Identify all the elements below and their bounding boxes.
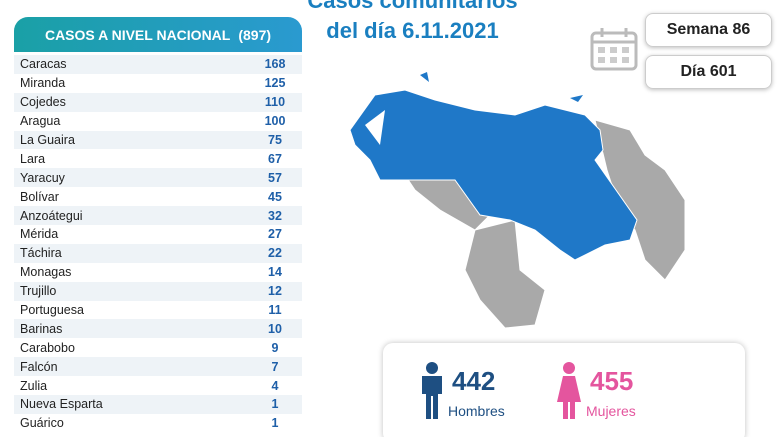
state-cases: 1	[271, 397, 279, 412]
state-cases: 12	[268, 284, 282, 299]
state-cases: 125	[264, 76, 286, 91]
state-name: Trujillo	[20, 284, 57, 299]
state-name: Táchira	[20, 246, 62, 261]
state-cases: 67	[268, 151, 282, 166]
week-box: Semana 86	[645, 13, 772, 47]
table-row: Cojedes 110	[14, 92, 302, 112]
state-name: Aragua	[20, 114, 61, 129]
title: Casos comunitarios	[307, 0, 518, 13]
state-name: Cojedes	[20, 95, 66, 110]
table: Caracas 168 Miranda 125 Cojedes 110 Aragua 100 L…	[14, 55, 302, 433]
state-name: Carabobo	[20, 340, 75, 355]
state-name: Guárico	[20, 416, 64, 431]
table-row: Mérida 27	[14, 225, 302, 244]
state-cases: 168	[264, 57, 286, 72]
state-cases: 57	[268, 170, 282, 185]
state-name: Zulia	[20, 378, 48, 393]
week: Semana 86	[666, 21, 751, 38]
state-name: Lara	[20, 151, 46, 166]
table-row: Trujillo 12	[14, 281, 302, 301]
table-row: Anzoátegui 32	[14, 206, 302, 226]
title: del día 6.11.2021	[326, 18, 499, 43]
state-cases: 45	[268, 189, 282, 204]
men-icon	[422, 362, 442, 419]
state-cases: 32	[268, 208, 282, 223]
table-row: Táchira 22	[14, 243, 302, 263]
women-label: Mujeres	[586, 403, 636, 419]
table-row: Nueva Esparta 1	[14, 395, 302, 414]
state-name: Miranda	[20, 76, 66, 91]
table-row: Guárico 1	[14, 414, 302, 433]
state-cases: 9	[271, 340, 279, 355]
state-cases: 11	[268, 303, 282, 318]
state-name: Barinas	[20, 321, 63, 336]
table-row: Barinas 10	[14, 319, 302, 339]
men-count: 442	[452, 366, 496, 396]
table-total: (897)	[238, 26, 272, 43]
table-header: CASOS A NIVEL NACIONAL (897)	[14, 17, 302, 52]
table-row: Caracas 168	[14, 55, 302, 74]
table-row: Falcón 7	[14, 357, 302, 377]
state-cases: 1	[271, 416, 279, 431]
table-row: Yaracuy 57	[14, 168, 302, 188]
men-label: Hombres	[448, 403, 505, 419]
table-title: CASOS A NIVEL NACIONAL	[44, 26, 231, 43]
table-row: Bolívar 45	[14, 187, 302, 206]
table-row: La Guaira 75	[14, 130, 302, 150]
table-row: Aragua 100	[14, 112, 302, 131]
state-cases: 110	[264, 95, 286, 110]
day: Día 601	[680, 63, 737, 80]
state-name: Mérida	[20, 227, 59, 242]
state-cases: 27	[268, 227, 282, 242]
table-row: Portuguesa 11	[14, 301, 302, 320]
state-cases: 4	[271, 378, 279, 393]
state-cases: 7	[271, 359, 279, 374]
state-cases: 14	[268, 265, 282, 280]
women-icon	[557, 362, 581, 419]
state-name: La Guaira	[20, 133, 75, 147]
table-row: Carabobo 9	[14, 338, 302, 357]
state-name: Monagas	[20, 265, 72, 280]
table-row: Monagas 14	[14, 263, 302, 282]
day-box: Día 601	[645, 55, 772, 89]
state-name: Anzoátegui	[20, 208, 83, 223]
calendar-icon	[590, 28, 638, 71]
state-cases: 100	[264, 114, 286, 129]
state-cases: 75	[268, 133, 282, 147]
state-name: Yaracuy	[20, 170, 65, 185]
state-name: Falcón	[20, 359, 58, 374]
state-name: Caracas	[20, 57, 67, 72]
table-row: Miranda 125	[14, 74, 302, 93]
state-name: Bolívar	[20, 189, 59, 204]
state-cases: 22	[268, 246, 282, 261]
women-count: 455	[590, 366, 634, 396]
state-name: Portuguesa	[20, 303, 84, 318]
map	[349, 72, 686, 329]
state-name: Nueva Esparta	[20, 397, 103, 412]
state-cases: 10	[268, 321, 282, 336]
table-row: Zulia 4	[14, 376, 302, 395]
table-row: Lara 67	[14, 149, 302, 168]
